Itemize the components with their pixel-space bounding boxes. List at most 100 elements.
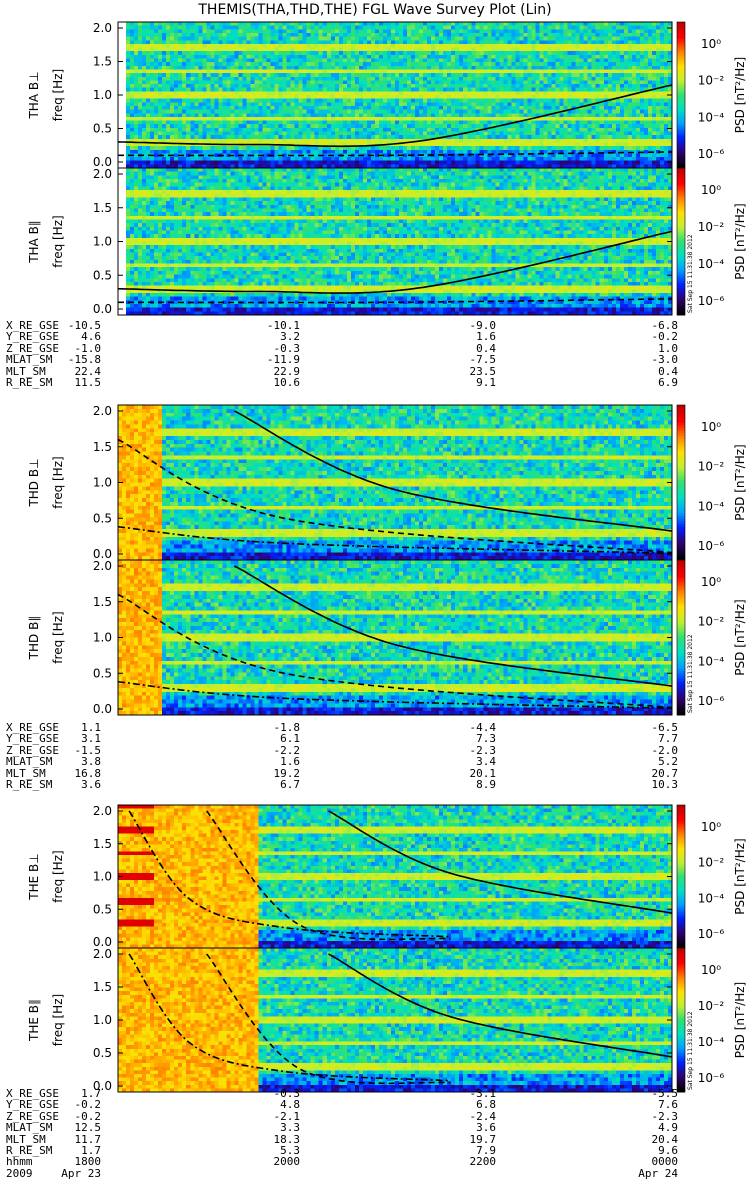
colorbar-cell bbox=[677, 273, 685, 277]
colorbar-cell bbox=[677, 77, 685, 81]
colorbar-cell bbox=[677, 214, 685, 218]
spectrogram-panel: 0.0 0.5 1.0 1.5 2.0 THE B⊥ freq [Hz] bbox=[27, 804, 673, 949]
ephemeris-value: 4.8 bbox=[280, 1098, 300, 1112]
timestamp-stamp: Sat Sep 15 11:31:38 2012 bbox=[687, 634, 694, 713]
ephemeris-value: 5.3 bbox=[280, 1143, 300, 1157]
colorbar-cell bbox=[677, 650, 685, 654]
colorbar-cell bbox=[677, 974, 685, 978]
colorbar-cell bbox=[677, 500, 685, 504]
ephemeris-value: 5.2 bbox=[658, 755, 678, 769]
ephemeris-value: -2.1 bbox=[273, 1109, 301, 1123]
colorbar-cell bbox=[677, 170, 685, 174]
colorbar-cell bbox=[677, 575, 685, 579]
colorbar-cell bbox=[677, 456, 685, 460]
y-tick-label: 0.5 bbox=[93, 122, 112, 136]
colorbar-cell bbox=[677, 490, 685, 494]
colorbar-cell bbox=[677, 165, 685, 169]
colorbar-cell bbox=[677, 986, 685, 990]
ephemeris-value: 7.3 bbox=[476, 732, 496, 746]
colorbar-label: PSD [nT²/Hz] bbox=[733, 982, 747, 1058]
colorbar-cell bbox=[677, 1048, 685, 1052]
colorbar-cell bbox=[677, 1075, 685, 1079]
colorbar-cell bbox=[677, 29, 685, 33]
colorbar-cell bbox=[677, 560, 685, 564]
ephemeris-value: 20.7 bbox=[651, 766, 679, 780]
colorbar-cell bbox=[677, 1058, 685, 1062]
colorbar-cell bbox=[677, 410, 685, 414]
colorbar-cell bbox=[677, 699, 685, 703]
colorbar-cell bbox=[677, 300, 685, 304]
colorbar-cell bbox=[677, 897, 685, 901]
colorbar-cell bbox=[677, 479, 685, 483]
ephemeris-value: 6.7 bbox=[280, 777, 300, 791]
colorbar-cell bbox=[677, 114, 685, 118]
colorbar-cell bbox=[677, 924, 685, 928]
y-tick-label: 1.5 bbox=[93, 980, 112, 994]
colorbar-cell bbox=[677, 446, 685, 450]
colorbar-cell bbox=[677, 1060, 685, 1064]
colorbar-cell bbox=[677, 224, 685, 228]
colorbar-tick-label: 10⁻⁴ bbox=[698, 1035, 725, 1049]
ephemeris-value: 6.1 bbox=[280, 732, 300, 746]
ephemeris-row-label: MLAT_SM bbox=[6, 755, 53, 769]
colorbar-cell bbox=[677, 1044, 685, 1047]
colorbar-cell bbox=[677, 1089, 685, 1093]
colorbar-cell bbox=[677, 56, 685, 59]
time-axis-label: hhmm bbox=[6, 1155, 33, 1169]
colorbar-cell bbox=[677, 1041, 685, 1045]
panel-label: THD B⊥ bbox=[27, 458, 41, 507]
timestamp-stamp: Sat Sep 15 11:31:38 2012 bbox=[687, 1011, 694, 1090]
colorbar-cell bbox=[677, 290, 685, 294]
colorbar-cell bbox=[677, 221, 685, 225]
colorbar-cell bbox=[677, 991, 685, 995]
colorbar-cell bbox=[677, 185, 685, 189]
ephemeris-row-label: Z_RE_GSE bbox=[6, 1109, 59, 1123]
colorbar-tick-label: 10⁰ bbox=[701, 420, 721, 434]
colorbar-cell bbox=[677, 580, 685, 584]
time-tick-label: 0000 bbox=[651, 1155, 679, 1169]
colorbar-cell bbox=[677, 280, 685, 284]
colorbar-cell bbox=[677, 112, 685, 115]
colorbar-cell bbox=[677, 467, 685, 471]
colorbar-tick-label: 10⁻² bbox=[698, 74, 725, 88]
colorbar-cell bbox=[677, 441, 685, 445]
date-label: Apr 23 bbox=[61, 1166, 101, 1180]
colorbar-cell bbox=[677, 814, 685, 818]
colorbar-cell bbox=[677, 707, 685, 711]
ephemeris-row: X_RE_GSE -10.5 -10.1 -9.0 -6.8 bbox=[6, 320, 746, 332]
colorbar-cell bbox=[677, 241, 685, 245]
ephemeris-value: -2.3 bbox=[651, 1109, 679, 1123]
y-tick-label: 0.0 bbox=[93, 302, 112, 316]
colorbar-label: PSD [nT²/Hz] bbox=[733, 203, 747, 279]
colorbar-cell bbox=[677, 153, 685, 157]
colorbar-cell bbox=[677, 482, 685, 486]
colorbar-cell bbox=[677, 477, 685, 481]
colorbar-cell bbox=[677, 616, 685, 620]
y-tick-label: 0.0 bbox=[93, 547, 112, 561]
ephemeris-row: Y_RE_GSE 4.6 3.2 1.6 -0.2 bbox=[6, 331, 746, 343]
colorbar-cell bbox=[677, 472, 685, 476]
colorbar-cell bbox=[677, 150, 685, 154]
y-tick-label: 1.5 bbox=[93, 55, 112, 69]
colorbar-cell bbox=[677, 1051, 685, 1055]
colorbar-cell bbox=[677, 438, 685, 442]
colorbar-cell bbox=[677, 41, 685, 45]
colorbar-cell bbox=[677, 1065, 685, 1069]
ephemeris-value: -7.5 bbox=[469, 353, 497, 367]
colorbar-cell bbox=[677, 549, 685, 553]
spectrogram-panel: 0.0 0.5 1.0 1.5 2.0 THA B∥ freq [Hz] Sat Sep 15… bbox=[27, 167, 694, 316]
colorbar-cell bbox=[677, 572, 685, 576]
colorbar-cell bbox=[677, 243, 685, 247]
colorbar-cell bbox=[677, 658, 685, 662]
colorbar-tick-label: 10⁻² bbox=[698, 460, 725, 474]
colorbar-cell bbox=[677, 428, 685, 432]
colorbar-cell bbox=[677, 1077, 685, 1081]
colorbar-cell bbox=[677, 812, 685, 816]
y-tick-label: 1.0 bbox=[93, 476, 112, 490]
colorbar-cell bbox=[677, 859, 685, 863]
colorbar-cell bbox=[677, 831, 685, 835]
colorbar-cell bbox=[677, 172, 685, 176]
overlay-curve-dashed bbox=[117, 593, 673, 709]
colorbar-cell bbox=[677, 948, 685, 951]
colorbar-cell bbox=[677, 498, 685, 502]
